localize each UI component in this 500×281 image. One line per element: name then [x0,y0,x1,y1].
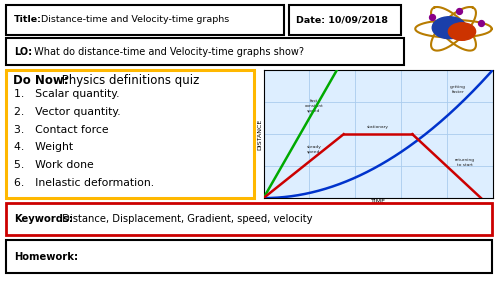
Text: Keywords:: Keywords: [14,214,73,224]
Text: Distance, Displacement, Gradient, speed, velocity: Distance, Displacement, Gradient, speed,… [59,214,312,224]
Text: steady
speed: steady speed [306,145,322,154]
X-axis label: TIME: TIME [370,200,386,205]
Text: 2. Vector quantity.: 2. Vector quantity. [14,107,120,117]
Text: 6. Inelastic deformation.: 6. Inelastic deformation. [14,178,154,188]
Y-axis label: DISTANCE: DISTANCE [257,119,262,150]
Text: stationary: stationary [367,124,389,128]
Text: Title:: Title: [14,15,42,24]
Text: Do Now:: Do Now: [13,74,68,87]
Circle shape [432,17,466,39]
Point [454,8,462,13]
Text: 3. Contact force: 3. Contact force [14,124,108,135]
Text: Homework:: Homework: [14,251,78,262]
Text: Physics definitions quiz: Physics definitions quiz [58,74,200,87]
Circle shape [448,23,475,40]
Point [428,15,436,19]
Text: What do distance-time and Velocity-time graphs show?: What do distance-time and Velocity-time … [31,47,304,57]
Point [476,20,484,25]
Text: returning
to start: returning to start [455,158,475,167]
Text: getting
faster: getting faster [450,85,466,94]
Text: LO:: LO: [14,47,32,57]
Text: Distance-time and Velocity-time graphs: Distance-time and Velocity-time graphs [41,15,229,24]
Text: 4. Weight: 4. Weight [14,142,73,152]
Text: 1. Scalar quantity.: 1. Scalar quantity. [14,89,120,99]
Text: fast
constant
speed: fast constant speed [304,99,324,113]
Text: 5. Work done: 5. Work done [14,160,94,170]
Text: Date: 10/09/2018: Date: 10/09/2018 [296,15,388,24]
